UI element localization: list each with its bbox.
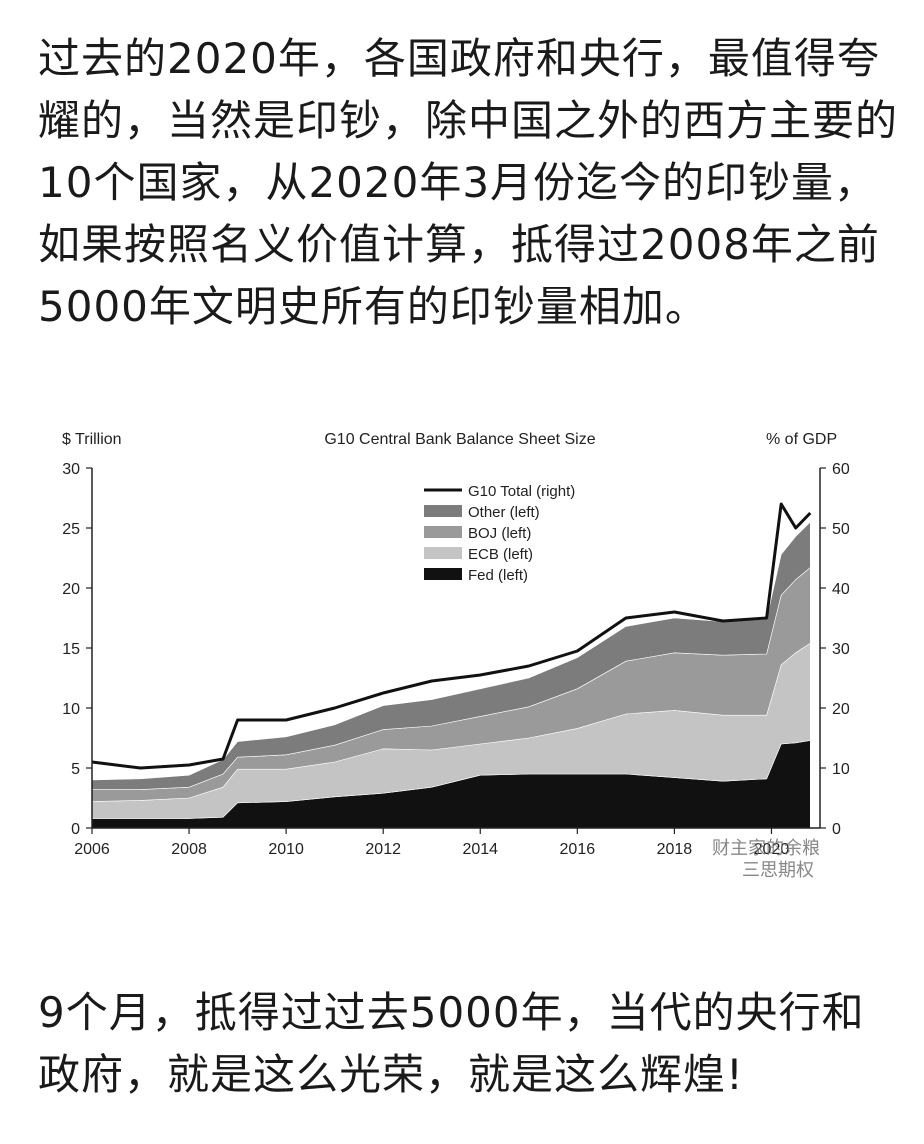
y-tick-label: 25: [62, 521, 80, 538]
x-tick-label: 2014: [462, 841, 498, 858]
x-tick-label: 2012: [365, 841, 401, 858]
balance-sheet-chart: 0 5 10 15 20 25 30 0 10 20 30 40 50 60 2006 2008 2010 201…: [40, 418, 900, 898]
x-tick-label: 2008: [171, 841, 207, 858]
right-axis-label: % of GDP: [766, 431, 837, 448]
y-tick-label: 5: [71, 761, 80, 778]
legend-label: BOJ (left): [468, 525, 531, 542]
legend-swatch: [424, 568, 462, 580]
y2-tick-label: 0: [832, 821, 841, 838]
x-tick-label: 2016: [560, 841, 596, 858]
legend-swatch: [424, 526, 462, 538]
area-series-4: [91, 521, 811, 790]
x-tick-label: 2018: [657, 841, 693, 858]
y2-tick-label: 40: [832, 581, 850, 598]
legend-label: Other (left): [468, 504, 540, 521]
y2-tick-label: 20: [832, 701, 850, 718]
y2-tick-label: 60: [832, 461, 850, 478]
chart-svg: 0 5 10 15 20 25 30 0 10 20 30 40 50 60 2006 2008 2010 201…: [62, 431, 850, 858]
watermark-line-2: 三思期权: [742, 860, 814, 881]
legend-label: ECB (left): [468, 546, 533, 563]
x-tick-label: 2006: [74, 841, 110, 858]
legend-swatch: [424, 505, 462, 517]
chart-title: G10 Central Bank Balance Sheet Size: [324, 431, 595, 448]
legend-label: G10 Total (right): [468, 483, 575, 500]
legend-label: Fed (left): [468, 567, 528, 584]
x-tick-label: 2010: [268, 841, 304, 858]
y2-tick-label: 30: [832, 641, 850, 658]
y-tick-label: 15: [62, 641, 80, 658]
y-tick-label: 0: [71, 821, 80, 838]
y2-tick-label: 50: [832, 521, 850, 538]
total-line: [91, 502, 812, 770]
y-tick-label: 10: [62, 701, 80, 718]
watermark-line-1: 财主家的余粮: [712, 838, 820, 859]
y2-tick-label: 10: [832, 761, 850, 778]
x-tick-label: 2020: [754, 841, 790, 858]
left-axis-label: $ Trillion: [62, 431, 122, 448]
y-tick-label: 30: [62, 461, 80, 478]
intro-paragraph: 过去的2020年，各国政府和央行，最值得夸耀的，当然是印钞，除中国之外的西方主要…: [38, 34, 899, 331]
legend-swatch: [424, 547, 462, 559]
watermark: 财主家的余粮 三思期权: [712, 838, 820, 882]
y-tick-label: 20: [62, 581, 80, 598]
outro-paragraph: 9个月，抵得过过去5000年，当代的央行和政府，就是这么光荣，就是这么辉煌!: [38, 988, 865, 1099]
legend: G10 Total (right) Other (left) BOJ (left) E…: [424, 483, 575, 584]
